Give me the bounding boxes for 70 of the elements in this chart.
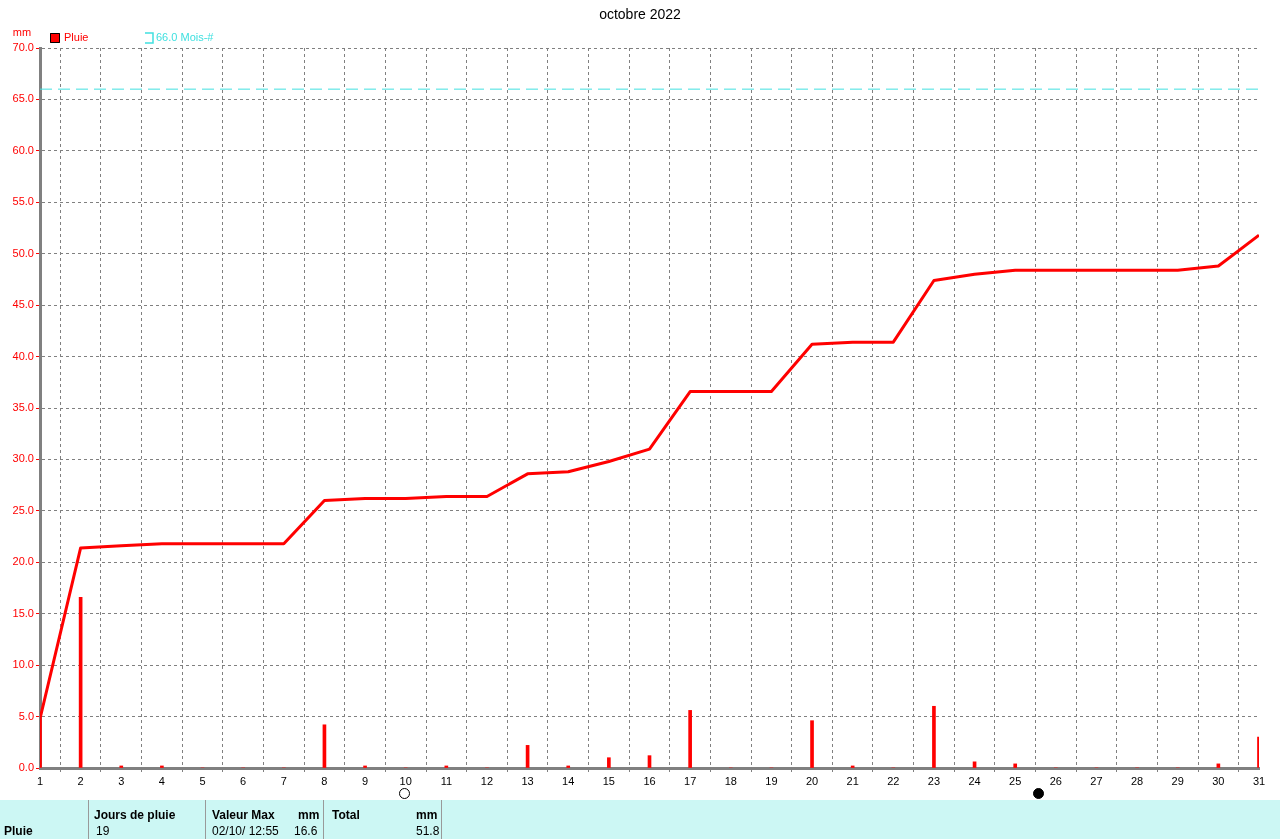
bar bbox=[688, 710, 692, 768]
y-tick-label: 70.0 bbox=[12, 41, 34, 54]
y-axis-title: mm bbox=[12, 26, 32, 39]
bar bbox=[1013, 763, 1018, 768]
x-tick-label: 13 bbox=[521, 774, 534, 787]
x-tick-label: 25 bbox=[1009, 774, 1022, 787]
bar bbox=[119, 765, 124, 768]
y-tick-label: 25.0 bbox=[12, 503, 34, 516]
y-tick-label: 20.0 bbox=[12, 555, 34, 568]
y-tick-label: 35.0 bbox=[12, 401, 34, 414]
y-tick-label: 40.0 bbox=[12, 349, 34, 362]
text: mm bbox=[416, 808, 438, 822]
x-tick-label: 11 bbox=[440, 774, 453, 787]
x-tick-label: 22 bbox=[887, 774, 900, 787]
bar bbox=[160, 765, 164, 768]
bar bbox=[607, 757, 611, 768]
x-tick-label: 9 bbox=[362, 774, 369, 787]
x-tick-label: 31 bbox=[1252, 774, 1266, 787]
x-tick-label: 3 bbox=[118, 774, 125, 787]
x-tick-label: 26 bbox=[1049, 774, 1062, 787]
x-tick-label: 18 bbox=[724, 774, 737, 787]
bar bbox=[932, 705, 936, 768]
x-tick-label: 21 bbox=[846, 774, 859, 787]
x-tick-label: 16 bbox=[643, 774, 656, 787]
y-tick-label: 65.0 bbox=[12, 92, 34, 105]
y-tick-label: 45.0 bbox=[12, 298, 34, 311]
x-tick-label: 28 bbox=[1130, 774, 1144, 787]
x-tick-label: 14 bbox=[562, 774, 575, 787]
x-tick-label: 17 bbox=[684, 774, 697, 787]
text: Valeur Max bbox=[212, 808, 275, 822]
text: Total bbox=[332, 808, 360, 822]
x-tick-label: 8 bbox=[321, 774, 328, 787]
text: Jours de pluie bbox=[94, 808, 176, 822]
legend-label: 66.0 Mois-# bbox=[156, 31, 215, 44]
y-tick-label: 5.0 bbox=[18, 709, 34, 722]
y-tick-label: 15.0 bbox=[12, 606, 34, 619]
text: 19 bbox=[96, 824, 110, 838]
y-tick-label: 55.0 bbox=[12, 195, 34, 208]
text: Pluie bbox=[4, 824, 33, 838]
x-tick-label: 24 bbox=[968, 774, 981, 787]
y-tick-label: 60.0 bbox=[12, 143, 34, 156]
x-tick-label: 1 bbox=[36, 774, 44, 787]
bar bbox=[363, 765, 367, 768]
chart-title: octobre 2022 bbox=[599, 5, 682, 22]
text: 02/10/ 12:55 bbox=[212, 824, 279, 838]
text: 16.6 bbox=[294, 824, 318, 838]
x-tick-label: 23 bbox=[927, 774, 941, 787]
y-tick-label: 0.0 bbox=[18, 761, 34, 774]
x-tick-label: 2 bbox=[77, 774, 84, 787]
bar bbox=[566, 765, 571, 768]
y-tick-label: 50.0 bbox=[12, 246, 34, 259]
x-tick-label: 6 bbox=[240, 774, 247, 787]
x-tick-label: 10 bbox=[399, 774, 412, 787]
x-tick-label: 29 bbox=[1171, 774, 1184, 787]
x-tick-label: 19 bbox=[765, 774, 778, 787]
x-tick-label: 4 bbox=[158, 774, 165, 787]
bar bbox=[972, 761, 977, 768]
x-tick-label: 30 bbox=[1212, 774, 1225, 787]
y-tick-label: 10.0 bbox=[12, 658, 34, 671]
x-tick-label: 5 bbox=[199, 774, 206, 787]
y-tick-label: 30.0 bbox=[12, 452, 34, 465]
bar bbox=[810, 720, 814, 768]
text: 51.8 bbox=[416, 824, 440, 838]
x-tick-label: 12 bbox=[480, 774, 494, 787]
x-tick-label: 27 bbox=[1090, 774, 1103, 787]
x-tick-label: 7 bbox=[280, 774, 287, 787]
x-tick-label: 15 bbox=[602, 774, 615, 787]
text: mm bbox=[298, 808, 320, 822]
legend-label: Pluie bbox=[64, 31, 89, 44]
x-tick-label: 20 bbox=[805, 774, 819, 787]
